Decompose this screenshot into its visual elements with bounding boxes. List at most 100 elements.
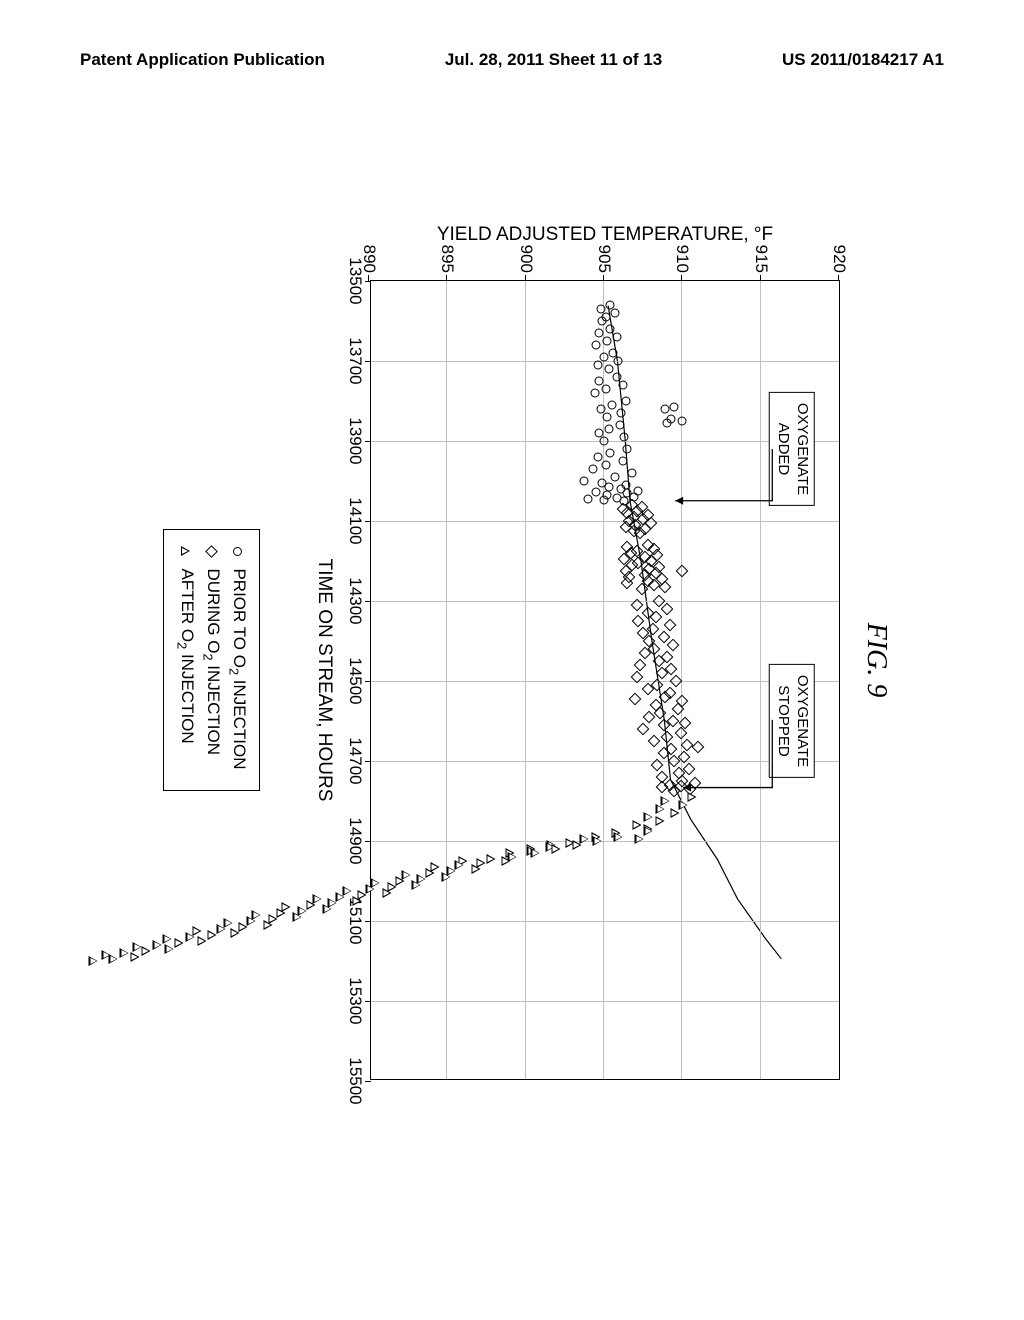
data-point [607, 401, 616, 410]
data-point [606, 449, 615, 458]
data-point [593, 361, 602, 370]
data-point [276, 908, 285, 918]
x-tick-label: 13700 [345, 337, 365, 384]
plot-box: 1350013700139001410014300145001470014900… [370, 280, 840, 1080]
data-point [165, 944, 174, 954]
data-point [678, 417, 687, 426]
data-point [352, 896, 361, 906]
data-point [603, 413, 612, 422]
data-point [648, 735, 661, 748]
data-point [552, 844, 561, 854]
data-point [593, 453, 602, 462]
data-point [163, 934, 172, 944]
data-point [687, 792, 696, 802]
y-tick-label: 920 [829, 245, 849, 273]
data-point [395, 876, 404, 886]
x-tick-label: 14900 [345, 817, 365, 864]
data-point [604, 425, 613, 434]
data-point [621, 397, 630, 406]
x-tick-label: 14100 [345, 497, 365, 544]
data-point [634, 659, 647, 672]
data-point [604, 365, 613, 374]
data-point [600, 353, 609, 362]
x-tick-label: 15300 [345, 977, 365, 1024]
data-point [679, 800, 688, 810]
y-tick-label: 890 [359, 245, 379, 273]
data-point [207, 930, 216, 940]
data-point [662, 419, 671, 428]
data-point [601, 461, 610, 470]
legend-box: PRIOR TO O2 INJECTIONDURING O2 INJECTION… [163, 529, 260, 790]
data-point [598, 317, 607, 326]
data-point [442, 872, 451, 882]
chart-area: YIELD ADJUSTED TEMPERATURE, °F 135001370… [310, 210, 850, 1110]
data-point [595, 329, 604, 338]
data-point [197, 936, 206, 946]
data-point [660, 731, 673, 744]
data-point [425, 868, 434, 878]
data-point [670, 808, 679, 818]
data-point [676, 565, 689, 578]
header-center: Jul. 28, 2011 Sheet 11 of 13 [445, 50, 662, 70]
data-point [601, 385, 610, 394]
y-tick-label: 905 [594, 245, 614, 273]
data-point [661, 405, 670, 414]
figure-wrap: FIG. 9 YIELD ADJUSTED TEMPERATURE, °F 13… [132, 160, 892, 1160]
x-tick-label: 14300 [345, 577, 365, 624]
data-point [412, 880, 421, 890]
data-point [592, 488, 601, 497]
data-point [153, 940, 162, 950]
data-point [382, 888, 391, 898]
data-point [620, 433, 629, 442]
data-point [120, 948, 129, 958]
data-point [629, 693, 642, 706]
y-tick-label: 910 [672, 245, 692, 273]
data-point [610, 473, 619, 482]
data-point [603, 337, 612, 346]
data-point [617, 409, 626, 418]
data-point [366, 884, 375, 894]
data-point [141, 946, 150, 956]
data-point [471, 864, 480, 874]
data-point [293, 912, 302, 922]
y-tick-label: 900 [516, 245, 536, 273]
y-tick-label: 895 [437, 245, 457, 273]
data-point [618, 457, 627, 466]
data-point [592, 341, 601, 350]
data-point [263, 920, 272, 930]
y-tick-label: 915 [751, 245, 771, 273]
data-point [655, 816, 664, 826]
data-point [130, 952, 139, 962]
data-point [89, 956, 98, 966]
data-point [593, 836, 602, 846]
data-point [614, 832, 623, 842]
data-point [239, 922, 248, 932]
data-point [610, 309, 619, 318]
x-tick-label: 15500 [345, 1057, 365, 1104]
header-left: Patent Application Publication [80, 50, 325, 70]
data-point [660, 603, 673, 616]
data-point [336, 892, 345, 902]
data-point [623, 445, 632, 454]
data-point [217, 924, 226, 934]
data-point [186, 932, 195, 942]
x-tick-label: 13900 [345, 417, 365, 464]
data-point [486, 854, 495, 864]
data-point [632, 820, 641, 830]
data-point [174, 938, 183, 948]
data-point [670, 403, 679, 412]
data-point [663, 619, 676, 632]
data-point [230, 928, 239, 938]
x-tick-label: 14500 [345, 657, 365, 704]
data-point [600, 495, 609, 504]
legend-item: PRIOR TO O2 INJECTION [225, 544, 251, 769]
data-point [632, 615, 645, 628]
data-point [635, 834, 644, 844]
data-point [657, 631, 670, 644]
data-point [455, 860, 464, 870]
data-point [109, 954, 118, 964]
data-point [612, 333, 621, 342]
data-point [615, 421, 624, 430]
data-point [644, 812, 653, 822]
page-header: Patent Application Publication Jul. 28, … [0, 50, 1024, 70]
